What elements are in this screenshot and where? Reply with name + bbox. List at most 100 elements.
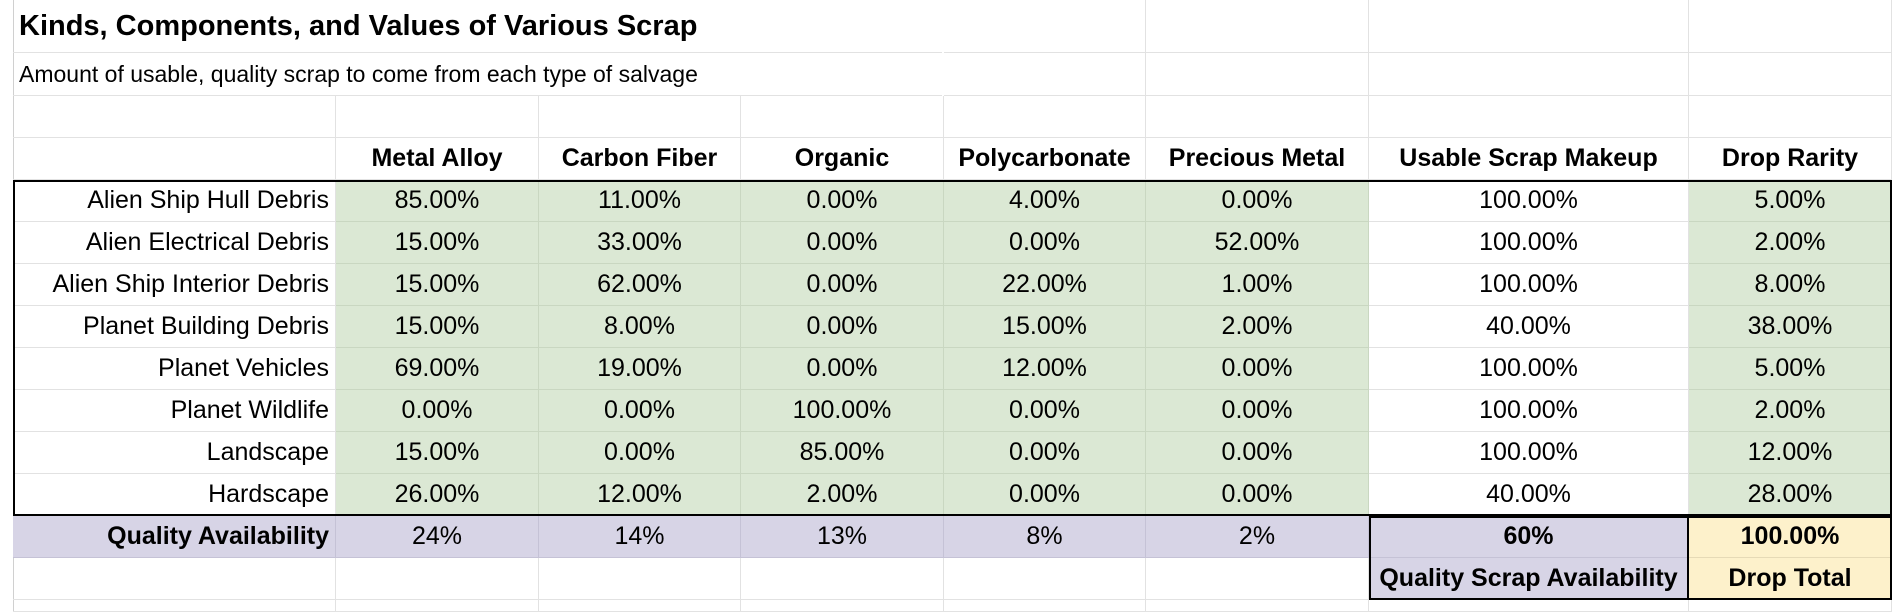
cell-metal-alloy[interactable]: 15.00% xyxy=(336,432,539,474)
cell-metal-alloy[interactable]: 69.00% xyxy=(336,348,539,390)
cell-carbon-fiber[interactable]: 8.00% xyxy=(539,306,741,348)
subtitle-row-cell[interactable] xyxy=(1369,53,1689,96)
header-precious-metal[interactable]: Precious Metal xyxy=(1146,138,1369,180)
drop-total-value[interactable]: 100.00% xyxy=(1689,516,1892,558)
footer-row-cell[interactable] xyxy=(944,558,1146,600)
trailing-row-cell[interactable] xyxy=(336,600,539,612)
row-label[interactable]: Planet Vehicles xyxy=(13,348,336,390)
summary-carbon-fiber[interactable]: 14% xyxy=(539,516,741,558)
header-usable-scrap-makeup[interactable]: Usable Scrap Makeup xyxy=(1369,138,1689,180)
row-label[interactable]: Alien Ship Hull Debris xyxy=(13,180,336,222)
cell-precious-metal[interactable]: 0.00% xyxy=(1146,390,1369,432)
summary-organic[interactable]: 13% xyxy=(741,516,944,558)
cell-carbon-fiber[interactable]: 19.00% xyxy=(539,348,741,390)
header-drop-rarity[interactable]: Drop Rarity xyxy=(1689,138,1892,180)
cell-precious-metal[interactable]: 0.00% xyxy=(1146,180,1369,222)
cell-metal-alloy[interactable]: 15.00% xyxy=(336,264,539,306)
cell-metal-alloy[interactable]: 15.00% xyxy=(336,222,539,264)
cell-organic[interactable]: 0.00% xyxy=(741,264,944,306)
summary-label[interactable]: Quality Availability xyxy=(13,516,336,558)
cell-organic[interactable]: 85.00% xyxy=(741,432,944,474)
trailing-row-cell[interactable] xyxy=(539,600,741,612)
summary-precious-metal[interactable]: 2% xyxy=(1146,516,1369,558)
row-label[interactable]: Hardscape xyxy=(13,474,336,516)
cell-polycarbonate[interactable]: 12.00% xyxy=(944,348,1146,390)
header-organic[interactable]: Organic xyxy=(741,138,944,180)
trailing-row-cell[interactable] xyxy=(741,600,944,612)
cell-precious-metal[interactable]: 2.00% xyxy=(1146,306,1369,348)
cell-carbon-fiber[interactable]: 33.00% xyxy=(539,222,741,264)
cell-usable-scrap-makeup[interactable]: 40.00% xyxy=(1369,474,1689,516)
footer-row-cell[interactable] xyxy=(741,558,944,600)
blank-row-cell[interactable] xyxy=(944,96,1146,138)
footer-row-cell[interactable] xyxy=(13,558,336,600)
cell-organic[interactable]: 0.00% xyxy=(741,348,944,390)
blank-row-cell[interactable] xyxy=(13,96,336,138)
cell-usable-scrap-makeup[interactable]: 100.00% xyxy=(1369,432,1689,474)
title-row-cell[interactable] xyxy=(1369,0,1689,53)
cell-drop-rarity[interactable]: 28.00% xyxy=(1689,474,1892,516)
cell-organic[interactable]: 2.00% xyxy=(741,474,944,516)
cell-precious-metal[interactable]: 0.00% xyxy=(1146,474,1369,516)
cell-metal-alloy[interactable]: 0.00% xyxy=(336,390,539,432)
quality-scrap-availability-value[interactable]: 60% xyxy=(1369,516,1689,558)
cell-drop-rarity[interactable]: 12.00% xyxy=(1689,432,1892,474)
title-row-cell[interactable] xyxy=(1146,0,1369,53)
quality-scrap-availability-label[interactable]: Quality Scrap Availability xyxy=(1369,558,1689,600)
trailing-row-cell[interactable] xyxy=(944,600,1146,612)
cell-drop-rarity[interactable]: 2.00% xyxy=(1689,222,1892,264)
summary-polycarbonate[interactable]: 8% xyxy=(944,516,1146,558)
trailing-row-cell[interactable] xyxy=(1146,600,1369,612)
cell-metal-alloy[interactable]: 26.00% xyxy=(336,474,539,516)
cell-usable-scrap-makeup[interactable]: 100.00% xyxy=(1369,348,1689,390)
blank-row-cell[interactable] xyxy=(1369,96,1689,138)
blank-row-cell[interactable] xyxy=(539,96,741,138)
row-label[interactable]: Landscape xyxy=(13,432,336,474)
cell-drop-rarity[interactable]: 2.00% xyxy=(1689,390,1892,432)
title-row-cell[interactable] xyxy=(1689,0,1892,53)
subtitle-row-cell[interactable] xyxy=(1689,53,1892,96)
cell-carbon-fiber[interactable]: 62.00% xyxy=(539,264,741,306)
blank-row-cell[interactable] xyxy=(336,96,539,138)
cell-drop-rarity[interactable]: 8.00% xyxy=(1689,264,1892,306)
cell-metal-alloy[interactable]: 85.00% xyxy=(336,180,539,222)
cell-precious-metal[interactable]: 0.00% xyxy=(1146,348,1369,390)
header-carbon-fiber[interactable]: Carbon Fiber xyxy=(539,138,741,180)
blank-row-cell[interactable] xyxy=(1146,96,1369,138)
cell-drop-rarity[interactable]: 5.00% xyxy=(1689,180,1892,222)
footer-row-cell[interactable] xyxy=(1146,558,1369,600)
cell-precious-metal[interactable]: 52.00% xyxy=(1146,222,1369,264)
cell-polycarbonate[interactable]: 22.00% xyxy=(944,264,1146,306)
cell-polycarbonate[interactable]: 0.00% xyxy=(944,222,1146,264)
drop-total-label[interactable]: Drop Total xyxy=(1689,558,1892,600)
cell-metal-alloy[interactable]: 15.00% xyxy=(336,306,539,348)
cell-organic[interactable]: 0.00% xyxy=(741,306,944,348)
cell-polycarbonate[interactable]: 0.00% xyxy=(944,390,1146,432)
subtitle-row-cell[interactable] xyxy=(1146,53,1369,96)
row-label[interactable]: Planet Wildlife xyxy=(13,390,336,432)
cell-drop-rarity[interactable]: 5.00% xyxy=(1689,348,1892,390)
cell-carbon-fiber[interactable]: 12.00% xyxy=(539,474,741,516)
cell-usable-scrap-makeup[interactable]: 100.00% xyxy=(1369,222,1689,264)
trailing-row-cell[interactable] xyxy=(1689,600,1892,612)
cell-organic[interactable]: 0.00% xyxy=(741,180,944,222)
cell-usable-scrap-makeup[interactable]: 100.00% xyxy=(1369,390,1689,432)
cell-usable-scrap-makeup[interactable]: 100.00% xyxy=(1369,264,1689,306)
blank-row-cell[interactable] xyxy=(1689,96,1892,138)
cell-carbon-fiber[interactable]: 0.00% xyxy=(539,390,741,432)
title-row-cell[interactable] xyxy=(944,0,1146,53)
subtitle-row-cell[interactable] xyxy=(944,53,1146,96)
trailing-row-cell[interactable] xyxy=(13,600,336,612)
trailing-row-cell[interactable] xyxy=(1369,600,1689,612)
sheet-subtitle[interactable]: Amount of usable, quality scrap to come … xyxy=(13,53,942,96)
cell-polycarbonate[interactable]: 15.00% xyxy=(944,306,1146,348)
cell-organic[interactable]: 0.00% xyxy=(741,222,944,264)
header-corner-cell[interactable] xyxy=(13,138,336,180)
cell-precious-metal[interactable]: 0.00% xyxy=(1146,432,1369,474)
cell-precious-metal[interactable]: 1.00% xyxy=(1146,264,1369,306)
row-label[interactable]: Alien Electrical Debris xyxy=(13,222,336,264)
cell-polycarbonate[interactable]: 0.00% xyxy=(944,432,1146,474)
cell-carbon-fiber[interactable]: 0.00% xyxy=(539,432,741,474)
cell-usable-scrap-makeup[interactable]: 40.00% xyxy=(1369,306,1689,348)
summary-metal-alloy[interactable]: 24% xyxy=(336,516,539,558)
